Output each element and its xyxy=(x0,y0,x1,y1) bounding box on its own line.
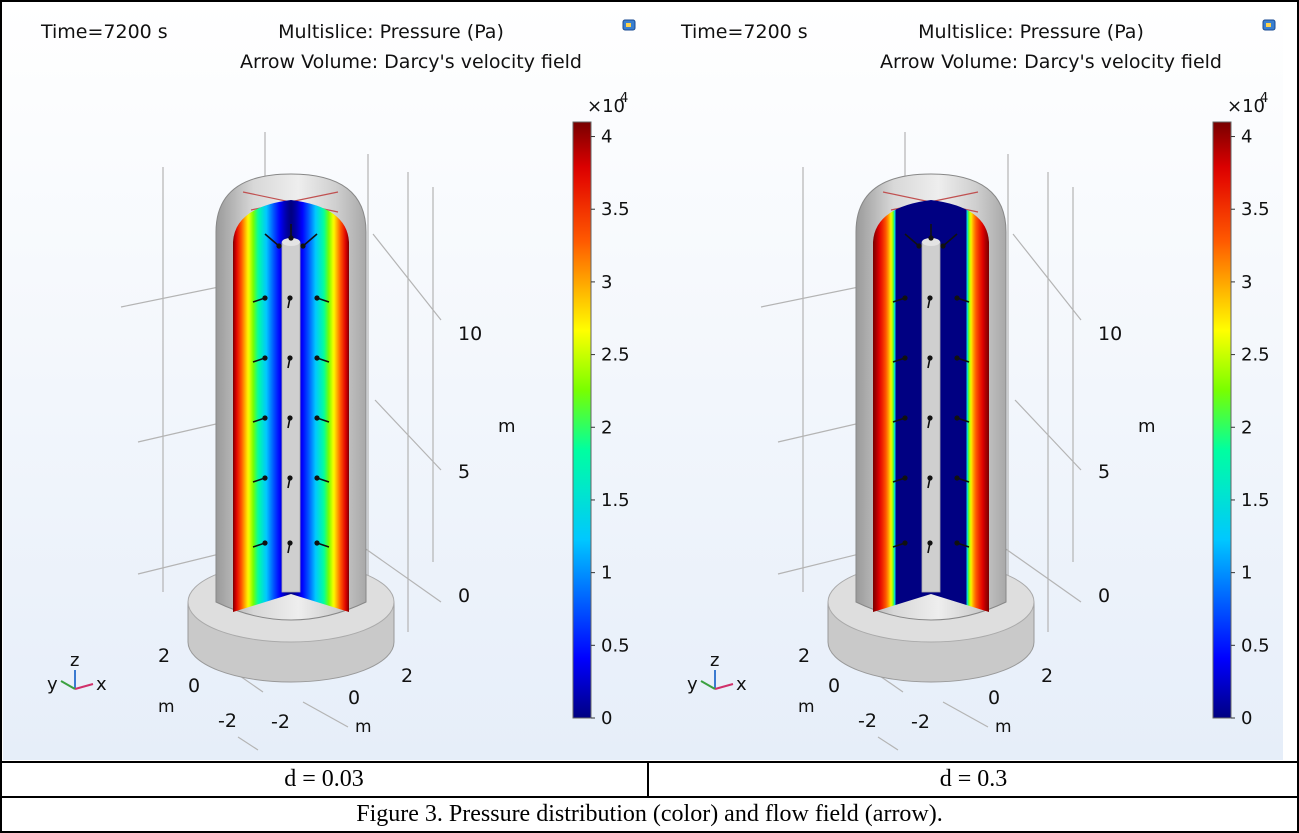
pressure-slice-left xyxy=(873,200,931,612)
colorbar-tick-label: 2.5 xyxy=(1241,345,1270,366)
time-label: Time=7200 s xyxy=(40,21,168,43)
pressure-slice-right xyxy=(291,200,349,612)
z-tick-label: 0 xyxy=(458,585,470,607)
y-tick-label: -2 xyxy=(218,710,237,732)
z-tick-label: 10 xyxy=(458,323,482,345)
x-axis-unit: m xyxy=(995,717,1012,737)
x-tick-label: 0 xyxy=(348,687,360,709)
z-axis-unit: m xyxy=(1138,416,1156,437)
triad-x-axis xyxy=(74,683,94,690)
triad-x-label: x xyxy=(736,674,747,695)
colorbar-tick-label: 2.5 xyxy=(601,345,630,366)
velocity-arrows xyxy=(892,224,970,554)
triad-y-label: y xyxy=(47,674,58,695)
z-tick-label: 5 xyxy=(458,461,470,483)
colorbar-tick-label: 2 xyxy=(601,417,612,438)
z-axis-unit: m xyxy=(498,416,516,437)
plot-subtitle: Arrow Volume: Darcy's velocity field xyxy=(880,51,1222,73)
x-tick-label: 2 xyxy=(1041,665,1053,687)
camera-icon xyxy=(622,19,636,31)
axis-triad xyxy=(700,670,734,690)
y-tick-label: 0 xyxy=(188,675,200,697)
colorbar-tick-label: 0.5 xyxy=(601,635,630,656)
colorbar-tick-label: 0 xyxy=(601,708,612,729)
plot-panel-left: Time=7200 s Multislice: Pressure (Pa) Arro… xyxy=(3,2,643,760)
colorbar xyxy=(572,121,592,719)
velocity-arrow xyxy=(302,233,318,247)
pressure-slices xyxy=(873,200,989,612)
colorbar-tick-label: 0 xyxy=(1241,708,1252,729)
figure-caption: Figure 3. Pressure distribution (color) … xyxy=(356,801,943,827)
plot-panel-right: Time=7200 s Multislice: Pressure (Pa) Arro… xyxy=(643,2,1283,760)
colorbar-tick-label: 1 xyxy=(1241,563,1252,584)
y-tick-label: 0 xyxy=(828,675,840,697)
colorbar-exponent-power: 4 xyxy=(1260,91,1268,106)
z-tick-label: 5 xyxy=(1098,461,1110,483)
colorbar-tick-label: 0.5 xyxy=(1241,635,1270,656)
z-tick-label: 0 xyxy=(1098,585,1110,607)
velocity-arrow xyxy=(264,233,280,247)
plot-svg: Time=7200 s Multislice: Pressure (Pa) Arro… xyxy=(3,2,643,760)
triad-y-label: y xyxy=(687,674,698,695)
pressure-slice-right xyxy=(931,200,989,612)
x-tick-label: 2 xyxy=(401,665,413,687)
colorbar xyxy=(1212,121,1232,719)
triad-x-axis xyxy=(714,683,734,690)
time-label: Time=7200 s xyxy=(680,21,808,43)
colorbar-tick-label: 1.5 xyxy=(601,490,630,511)
pressure-slice-left xyxy=(233,200,291,612)
velocity-arrow xyxy=(942,233,958,247)
caption-case-right: d = 0.3 xyxy=(939,766,1008,792)
y-tick-label: 2 xyxy=(798,645,810,667)
colorbar-tick-label: 1 xyxy=(601,563,612,584)
plot-title: Multislice: Pressure (Pa) xyxy=(278,21,504,43)
triad-y-axis xyxy=(60,680,76,690)
z-tick-label: 10 xyxy=(1098,323,1122,345)
y-tick-label: -2 xyxy=(858,710,877,732)
velocity-arrow xyxy=(904,233,920,247)
colorbar-tick-label: 3 xyxy=(1241,272,1252,293)
y-tick-label: 2 xyxy=(158,645,170,667)
plot-svg: Time=7200 s Multislice: Pressure (Pa) Arro… xyxy=(643,2,1283,760)
x-tick-label: -2 xyxy=(911,711,930,733)
x-tick-label: 0 xyxy=(988,687,1000,709)
colorbar-tick-label: 1.5 xyxy=(1241,490,1270,511)
plot-title: Multislice: Pressure (Pa) xyxy=(918,21,1144,43)
colorbar-tick-label: 3.5 xyxy=(1241,199,1270,220)
y-axis-unit: m xyxy=(158,697,175,717)
colorbar-tick-label: 4 xyxy=(601,127,612,148)
y-axis-unit: m xyxy=(798,697,815,717)
colorbar-tick-label: 2 xyxy=(1241,417,1252,438)
x-tick-label: -2 xyxy=(271,711,290,733)
colorbar-tick-label: 4 xyxy=(1241,127,1252,148)
triad-y-axis xyxy=(700,680,716,690)
triad-z-label: z xyxy=(70,650,79,671)
x-axis-unit: m xyxy=(355,717,372,737)
plot-subtitle: Arrow Volume: Darcy's velocity field xyxy=(240,51,582,73)
velocity-arrows xyxy=(252,224,330,554)
colorbar-exponent-power: 4 xyxy=(620,91,628,106)
colorbar-exponent-base: ×10 xyxy=(587,96,625,117)
pressure-slices xyxy=(233,200,349,612)
triad-z-label: z xyxy=(710,650,719,671)
colorbar-tick-label: 3.5 xyxy=(601,199,630,220)
camera-icon xyxy=(1262,19,1276,31)
axis-triad xyxy=(60,670,94,690)
caption-case-left: d = 0.03 xyxy=(284,766,364,792)
colorbar-exponent-base: ×10 xyxy=(1227,96,1265,117)
triad-x-label: x xyxy=(96,674,107,695)
colorbar-tick-label: 3 xyxy=(601,272,612,293)
